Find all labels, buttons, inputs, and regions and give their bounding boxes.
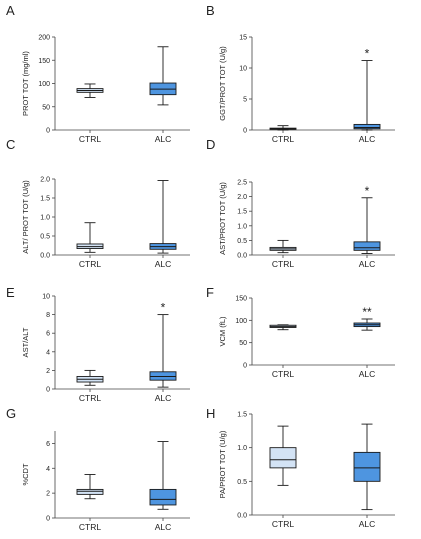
category-label-ctrl: CTRL — [79, 393, 101, 403]
category-label-ctrl: CTRL — [79, 522, 101, 532]
category-label-alc: ALC — [359, 259, 376, 269]
y-tick-label: 0.0 — [40, 253, 50, 260]
y-tick-label: 0.5 — [237, 238, 247, 245]
y-axis-label: VCM (fL) — [218, 316, 227, 347]
y-tick-label: 0.5 — [40, 234, 50, 241]
box-ctrl — [269, 447, 297, 469]
y-tick-label: 0 — [46, 387, 50, 394]
panel-c: C 0.0 0.5 1.0 1.5 2.0 ALT/ PROT TOT (U/g) CTRL A… — [6, 137, 190, 269]
y-axis-label: %CDT — [21, 463, 30, 486]
category-label-alc: ALC — [155, 134, 172, 144]
panel-d: D 0.0 0.5 1.0 1.5 2.0 2.5 AST/PROT TOT (U/g) CTR… — [206, 137, 395, 269]
y-tick-label: 8 — [46, 312, 50, 319]
category-label-alc: ALC — [359, 134, 376, 144]
category-label-ctrl: CTRL — [272, 134, 294, 144]
y-tick-label: 0 — [46, 516, 50, 523]
y-tick-label: 6 — [46, 331, 50, 338]
panel-letter-a: A — [6, 3, 15, 18]
category-label-alc: ALC — [359, 369, 376, 379]
panel-letter-e: E — [6, 285, 15, 300]
significance-marker-alc: * — [161, 301, 166, 315]
y-axis-label: PROT TOT (mg/ml) — [21, 51, 30, 116]
y-axis-label: AST/PROT TOT (U/g) — [218, 182, 227, 255]
y-tick-label: 2.5 — [237, 180, 247, 187]
panel-f: F 0 50 100 150 VCM (fL) CTRL ALC ** — [206, 285, 395, 379]
y-tick-label: 1.5 — [237, 412, 247, 419]
y-tick-label: 50 — [42, 104, 50, 111]
panel-letter-d: D — [206, 137, 215, 152]
category-label-ctrl: CTRL — [272, 369, 294, 379]
y-tick-label: 2.0 — [40, 177, 50, 184]
y-tick-label: 2.0 — [237, 194, 247, 201]
y-tick-label: 2 — [46, 368, 50, 375]
box-ctrl — [76, 488, 104, 495]
category-label-ctrl: CTRL — [272, 519, 294, 529]
box-alc — [353, 451, 381, 482]
y-tick-label: 10 — [42, 294, 50, 301]
y-tick-label: 1.0 — [40, 215, 50, 222]
y-tick-label: 1.0 — [237, 223, 247, 230]
category-label-alc: ALC — [155, 522, 172, 532]
y-tick-label: 6 — [46, 441, 50, 448]
y-tick-label: 0 — [46, 128, 50, 135]
y-tick-label: 10 — [239, 66, 247, 73]
y-tick-label: 2 — [46, 491, 50, 498]
y-tick-label: 4 — [46, 466, 50, 473]
category-label-alc: ALC — [155, 393, 172, 403]
y-axis-label: ALT/ PROT TOT (U/g) — [21, 180, 30, 254]
box-alc — [353, 241, 381, 251]
y-tick-label: 1.5 — [40, 196, 50, 203]
significance-marker-alc: ** — [362, 305, 372, 319]
panel-a: A 0 50 100 150 200 PROT TOT (mg/ml) CTRL ALC — [6, 3, 190, 144]
y-tick-label: 50 — [239, 340, 247, 347]
panel-letter-c: C — [6, 137, 15, 152]
y-tick-label: 150 — [235, 296, 247, 303]
y-tick-label: 1.0 — [237, 445, 247, 452]
category-label-alc: ALC — [155, 259, 172, 269]
panel-letter-b: B — [206, 3, 215, 18]
panel-letter-g: G — [6, 406, 16, 421]
category-label-ctrl: CTRL — [272, 259, 294, 269]
y-tick-label: 15 — [239, 35, 247, 42]
panel-e: E 0 2 4 6 8 10 AST/ALT CTRL ALC * — [6, 285, 190, 403]
y-tick-label: 200 — [38, 35, 50, 42]
y-axis-label: AST/ALT — [21, 327, 30, 357]
y-tick-label: 0.5 — [237, 479, 247, 486]
y-tick-label: 0.0 — [237, 513, 247, 520]
y-axis-label: PA/PROT TOT (U/g) — [218, 430, 227, 498]
panel-b: B 0 5 10 15 GGT/PROT TOT (U/g) CTRL ALC * — [206, 3, 395, 144]
y-tick-label: 5 — [243, 97, 247, 104]
category-label-ctrl: CTRL — [79, 134, 101, 144]
box-alc — [353, 123, 381, 130]
y-tick-label: 0.0 — [237, 253, 247, 260]
y-tick-label: 0 — [243, 128, 247, 135]
y-tick-label: 100 — [38, 81, 50, 88]
y-tick-label: 100 — [235, 318, 247, 325]
y-tick-label: 0 — [243, 363, 247, 370]
panel-g: G 0 2 4 6 %CDT CTRL ALC — [6, 406, 190, 532]
y-tick-label: 150 — [38, 58, 50, 65]
significance-marker-alc: * — [365, 184, 370, 198]
y-tick-label: 4 — [46, 349, 50, 356]
y-tick-label: 1.5 — [237, 209, 247, 216]
panel-letter-h: H — [206, 406, 215, 421]
panel-h: H 0.0 0.5 1.0 1.5 PA/PROT TOT (U/g) CTRL ALC — [206, 406, 395, 529]
category-label-ctrl: CTRL — [79, 259, 101, 269]
category-label-alc: ALC — [359, 519, 376, 529]
significance-marker-alc: * — [365, 47, 370, 61]
box-alc — [149, 488, 177, 506]
panel-letter-f: F — [206, 285, 214, 300]
y-axis-label: GGT/PROT TOT (U/g) — [218, 46, 227, 121]
